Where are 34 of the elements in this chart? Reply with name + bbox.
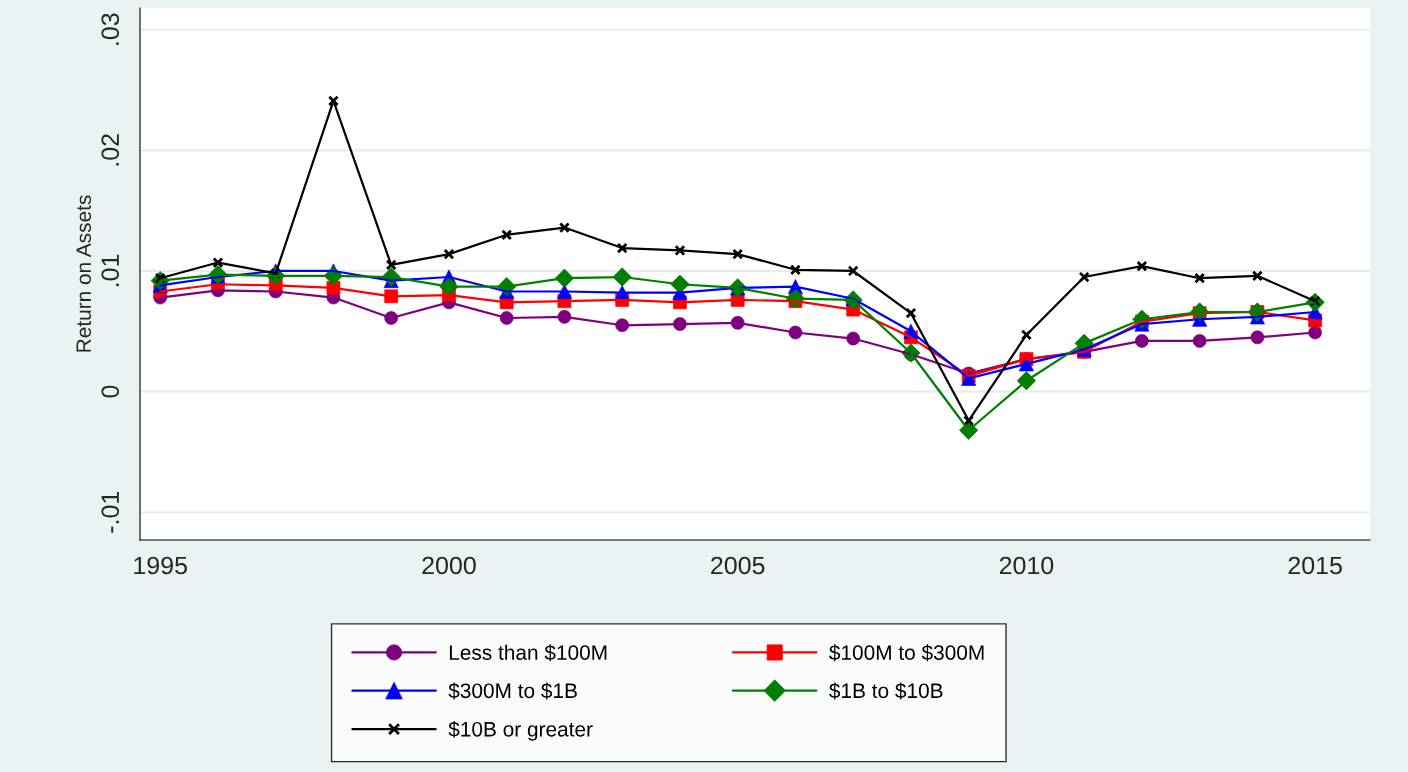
y-axis-title: Return on Assets xyxy=(76,195,92,352)
point xyxy=(905,307,917,319)
x-tick-label: 2005 xyxy=(711,556,765,575)
x-tick-label: 2015 xyxy=(1288,556,1342,575)
point xyxy=(1020,329,1032,341)
point xyxy=(963,415,975,427)
point xyxy=(327,95,339,107)
y-tick-label: .01 xyxy=(101,254,120,287)
y-tick-label: -.01 xyxy=(101,491,120,533)
point xyxy=(616,242,628,254)
point xyxy=(558,222,570,234)
legend-label: $100M to $300M xyxy=(829,644,984,662)
point xyxy=(1078,271,1090,283)
point xyxy=(847,265,859,277)
point xyxy=(1251,270,1263,282)
y-tick-label: 0 xyxy=(101,385,120,398)
point xyxy=(212,257,224,269)
x-tick-label: 2010 xyxy=(999,556,1054,575)
point xyxy=(789,264,801,276)
point xyxy=(1136,260,1148,272)
y-tick-label: .03 xyxy=(101,13,120,45)
point xyxy=(1194,272,1206,284)
x-tick-label: 2000 xyxy=(422,556,476,575)
legend-label: $300M to $1B xyxy=(448,682,577,700)
point xyxy=(443,248,455,260)
point xyxy=(385,259,397,271)
legend-label: Less than $100M xyxy=(449,644,607,662)
point xyxy=(501,229,513,241)
y-tick-label: .02 xyxy=(101,134,120,166)
point xyxy=(732,248,744,260)
point xyxy=(674,244,686,256)
legend-label: $1B to $10B xyxy=(829,682,943,700)
legend-label: $10B or greater xyxy=(448,721,593,741)
x-tick-label: 1995 xyxy=(134,556,187,575)
